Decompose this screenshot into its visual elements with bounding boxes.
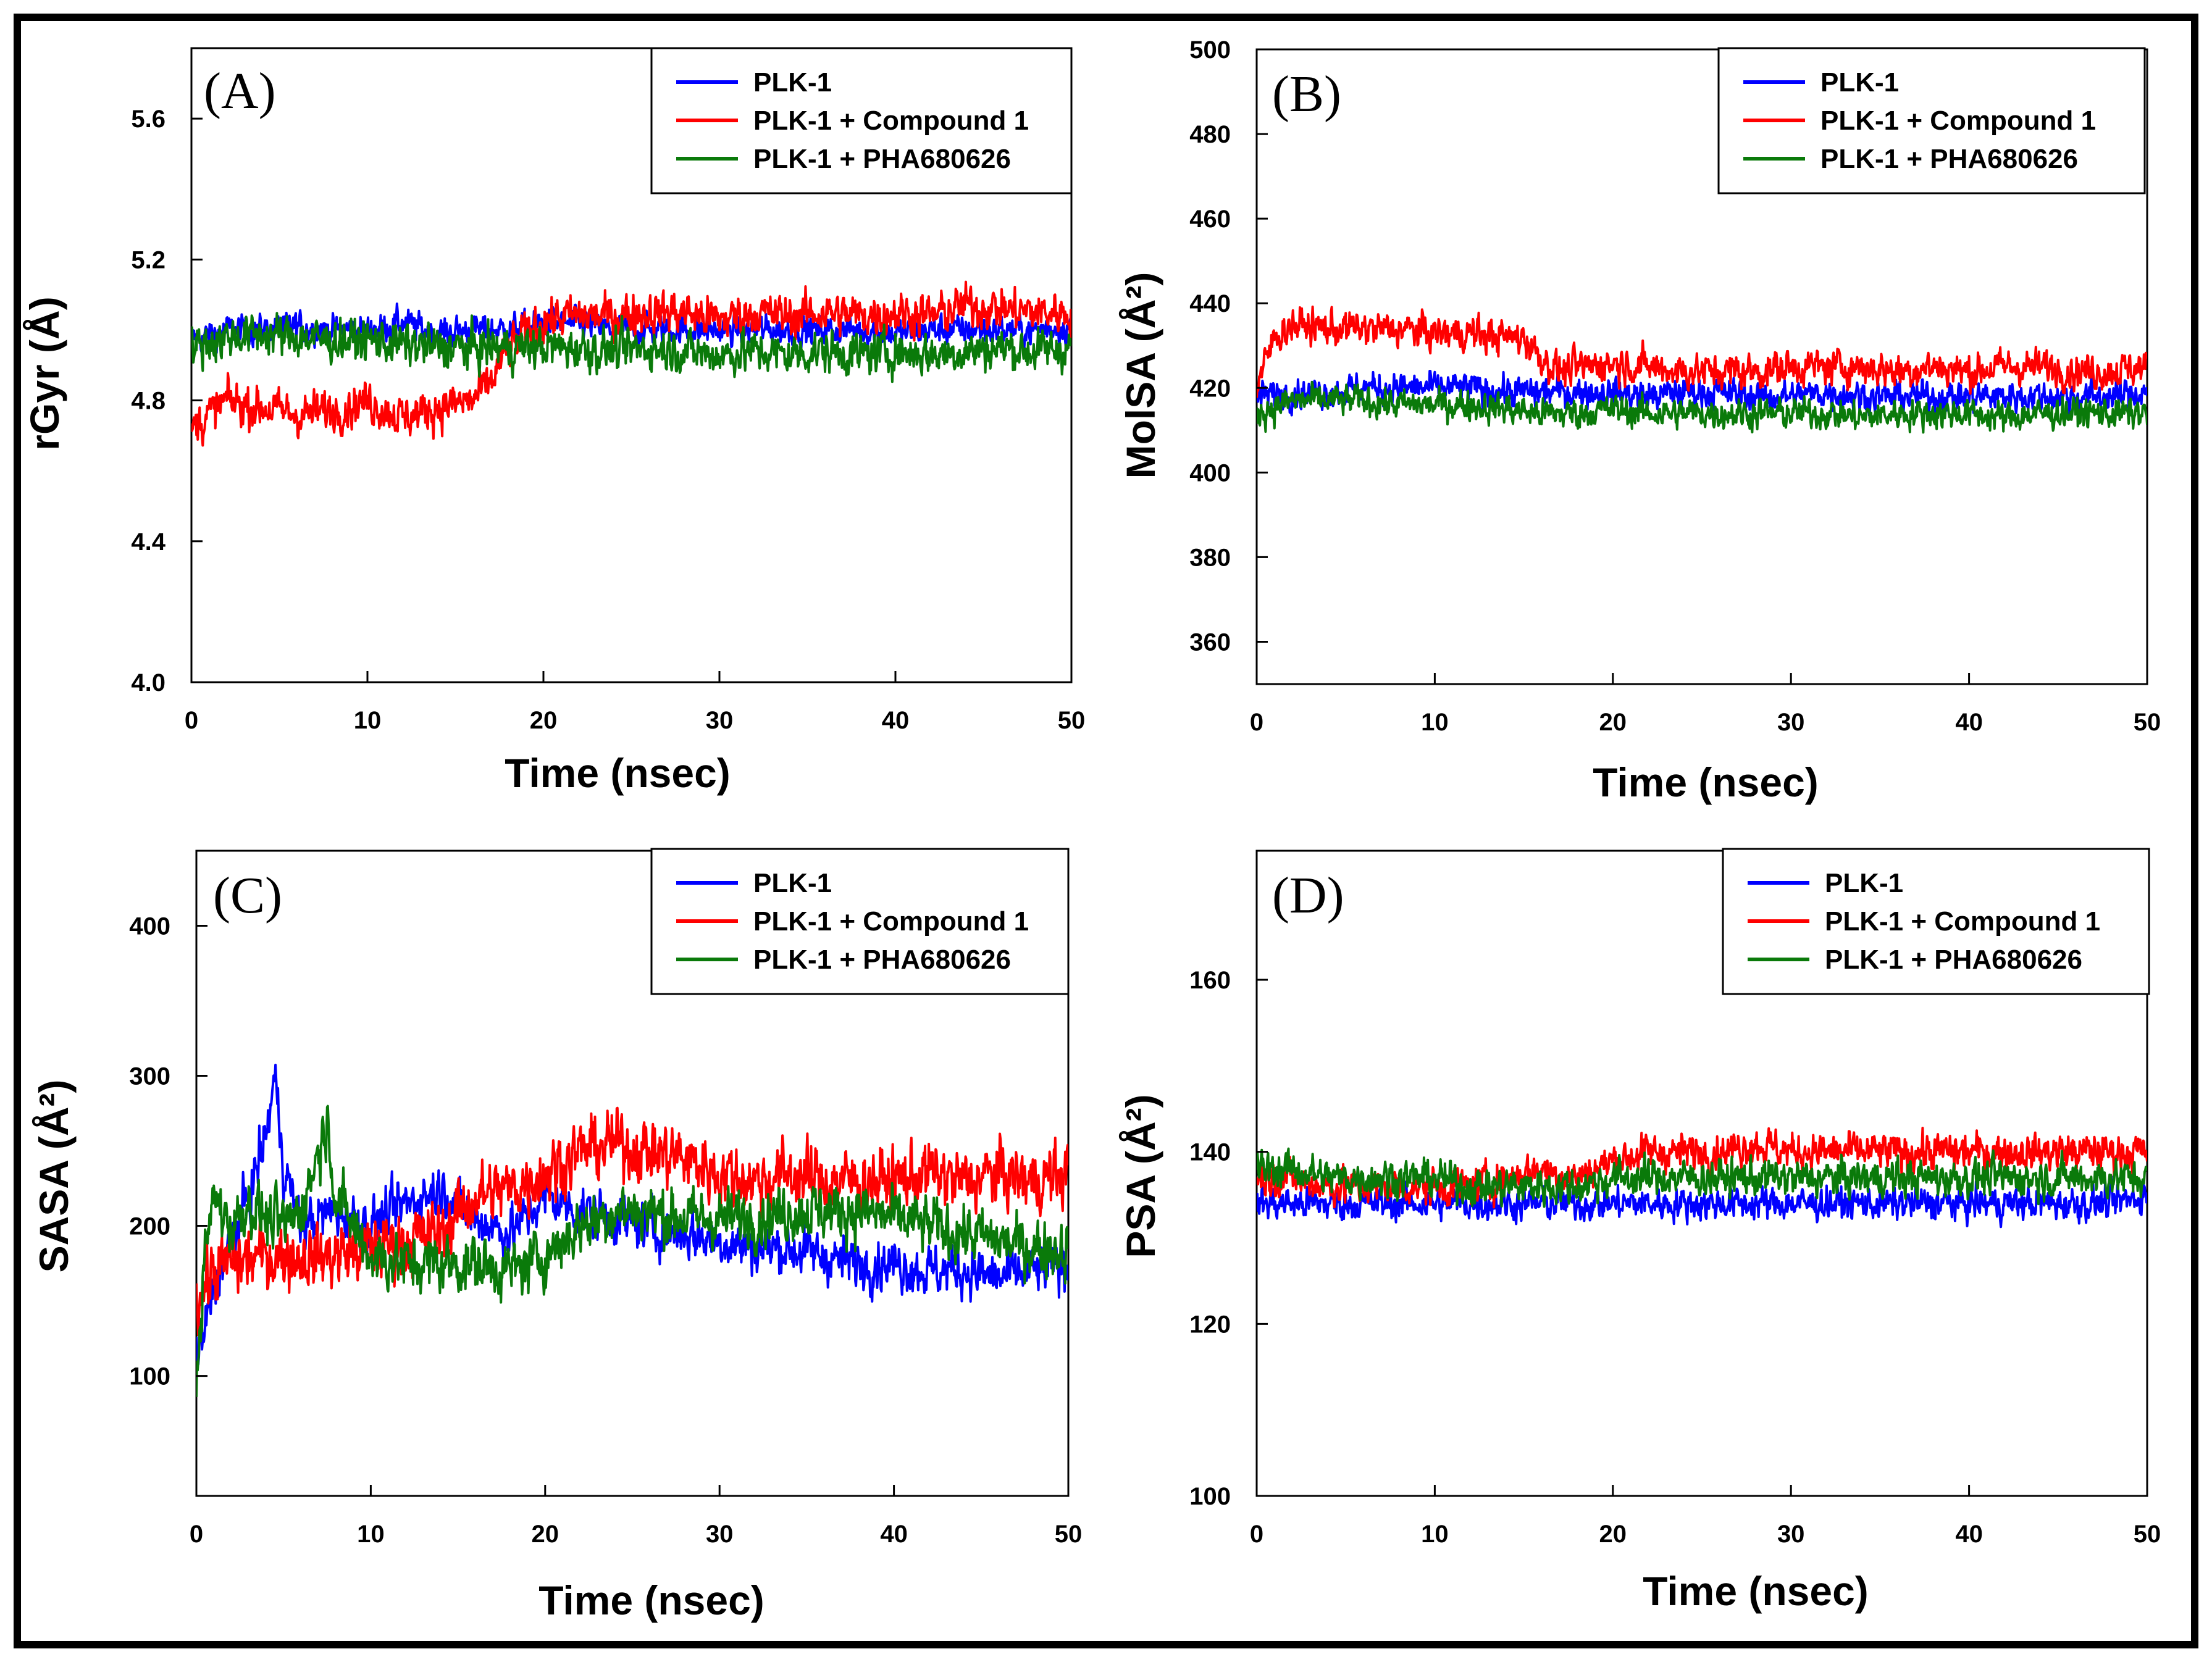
figure-frame (14, 14, 2198, 1648)
y-tick-label: 360 (1189, 628, 1231, 656)
x-tick-label: 20 (1599, 709, 1627, 736)
y-tick-label: 4.8 (131, 388, 165, 415)
y-tick-label: 400 (1189, 459, 1231, 486)
legend: PLK-1 PLK-1 + Compound 1 PLK-1 + PHA680626 (650, 47, 1073, 194)
y-tick-label: 500 (1189, 36, 1231, 64)
x-tick-label: 10 (1421, 709, 1449, 736)
series-group (1257, 305, 2147, 434)
x-tick-label: 10 (357, 1521, 385, 1548)
legend-entry: PLK-1 + PHA680626 (753, 945, 1011, 975)
y-axis-label: SASA (Å²) (31, 1080, 77, 1273)
series-group (1257, 1127, 2147, 1229)
y-axis-label: rGyr (Å) (22, 296, 67, 450)
x-tick-label: 30 (706, 707, 734, 734)
y-tick-label: 140 (1189, 1139, 1231, 1166)
legend-entry: PLK-1 (753, 868, 832, 898)
series-line-1 (1257, 1176, 2147, 1229)
y-tick-label: 440 (1189, 290, 1231, 317)
panels: 0 10 20 30 40 50 4.0 4.4 4.8 5.2 5.6 Time (nsec) rGy… (22, 36, 2161, 1623)
y-tick-label: 120 (1189, 1311, 1231, 1338)
panel-d: 0 10 20 30 40 50 100 120 140 160 Time (nsec) PSA (Å… (1118, 848, 2161, 1614)
x-tick-label: 10 (354, 707, 382, 734)
y-tick-label: 200 (129, 1213, 170, 1240)
y-tick-label: 420 (1189, 375, 1231, 402)
x-axis-label: Time (nsec) (1643, 1568, 1869, 1614)
x-tick-label: 50 (2134, 1521, 2161, 1548)
legend: PLK-1 PLK-1 + Compound 1 PLK-1 + PHA680626 (1722, 848, 2150, 995)
legend-entry: PLK-1 + PHA680626 (1820, 144, 2078, 174)
x-tick-label: 10 (1421, 1521, 1449, 1548)
x-tick-label: 40 (880, 1521, 908, 1548)
series-group (196, 1063, 1068, 1397)
x-tick-label: 40 (882, 707, 910, 734)
x-tick-label: 30 (1777, 1521, 1805, 1548)
x-tick-label: 20 (1599, 1521, 1627, 1548)
legend-entry: PLK-1 + Compound 1 (753, 106, 1029, 136)
x-tick-label: 50 (2134, 709, 2161, 736)
panel-a: 0 10 20 30 40 50 4.0 4.4 4.8 5.2 5.6 Time (nsec) rGy… (22, 47, 1086, 796)
y-axis-label: MolSA (Å²) (1118, 272, 1163, 479)
legend: PLK-1 PLK-1 + Compound 1 PLK-1 + PHA680626 (1717, 47, 2146, 194)
x-tick-label: 50 (1055, 1521, 1083, 1548)
x-tick-label: 0 (1250, 709, 1263, 736)
panel-label: (C) (213, 867, 282, 924)
series-line-3 (1257, 1147, 2147, 1208)
series-group (191, 280, 1071, 447)
x-tick-label: 40 (1955, 1521, 1983, 1548)
y-tick-label: 4.4 (131, 528, 165, 556)
series-line-3 (196, 1105, 1068, 1397)
panel-b: 0 10 20 30 40 50 360 380 400 420 440 460 480 500 Time … (1118, 36, 2161, 805)
y-axis-label: PSA (Å²) (1118, 1094, 1163, 1258)
x-tick-label: 30 (1777, 709, 1805, 736)
x-tick-label: 0 (185, 707, 198, 734)
legend-entry: PLK-1 + Compound 1 (753, 906, 1029, 937)
legend-entry: PLK-1 (1820, 67, 1899, 98)
x-tick-label: 0 (1250, 1521, 1263, 1548)
y-tick-label: 380 (1189, 544, 1231, 571)
y-tick-label: 4.0 (131, 669, 165, 696)
legend-entry: PLK-1 + PHA680626 (753, 144, 1011, 174)
y-tick-label: 5.2 (131, 246, 165, 274)
y-tick-label: 460 (1189, 206, 1231, 233)
y-tick-label: 300 (129, 1063, 170, 1090)
series-line-2 (196, 1106, 1068, 1337)
x-axis-label: Time (nsec) (1593, 759, 1819, 805)
panel-c: 0 10 20 30 40 50 100 200 300 400 Time (nsec) SASA (… (31, 848, 1083, 1623)
x-tick-label: 40 (1955, 709, 1983, 736)
series-line-3 (191, 312, 1071, 383)
legend-entry: PLK-1 + Compound 1 (1825, 906, 2100, 937)
y-tick-label: 160 (1189, 967, 1231, 994)
x-tick-label: 30 (706, 1521, 734, 1548)
y-tick-label: 5.6 (131, 106, 165, 133)
x-axis-label: Time (nsec) (505, 750, 731, 796)
series-line-1 (1257, 370, 2147, 417)
y-tick-label: 480 (1189, 121, 1231, 148)
x-tick-label: 20 (530, 707, 558, 734)
legend-entry: PLK-1 + PHA680626 (1825, 945, 2082, 975)
series-line-3 (1257, 380, 2147, 434)
panel-label: (A) (204, 62, 276, 120)
y-tick-label: 400 (129, 913, 170, 940)
y-tick-label: 100 (1189, 1483, 1231, 1510)
series-line-2 (191, 280, 1071, 447)
x-tick-label: 20 (532, 1521, 559, 1548)
x-tick-label: 0 (190, 1521, 203, 1548)
legend-entry: PLK-1 + Compound 1 (1820, 106, 2096, 136)
legend: PLK-1 PLK-1 + Compound 1 PLK-1 + PHA680626 (650, 848, 1070, 995)
x-tick-label: 50 (1058, 707, 1086, 734)
x-axis-label: Time (nsec) (538, 1577, 765, 1623)
panel-label: (D) (1272, 867, 1344, 924)
legend-entry: PLK-1 (1825, 868, 1903, 898)
panel-label: (B) (1272, 65, 1341, 123)
y-tick-label: 100 (129, 1363, 170, 1390)
legend-entry: PLK-1 (753, 67, 832, 98)
series-line-2 (1257, 305, 2147, 398)
